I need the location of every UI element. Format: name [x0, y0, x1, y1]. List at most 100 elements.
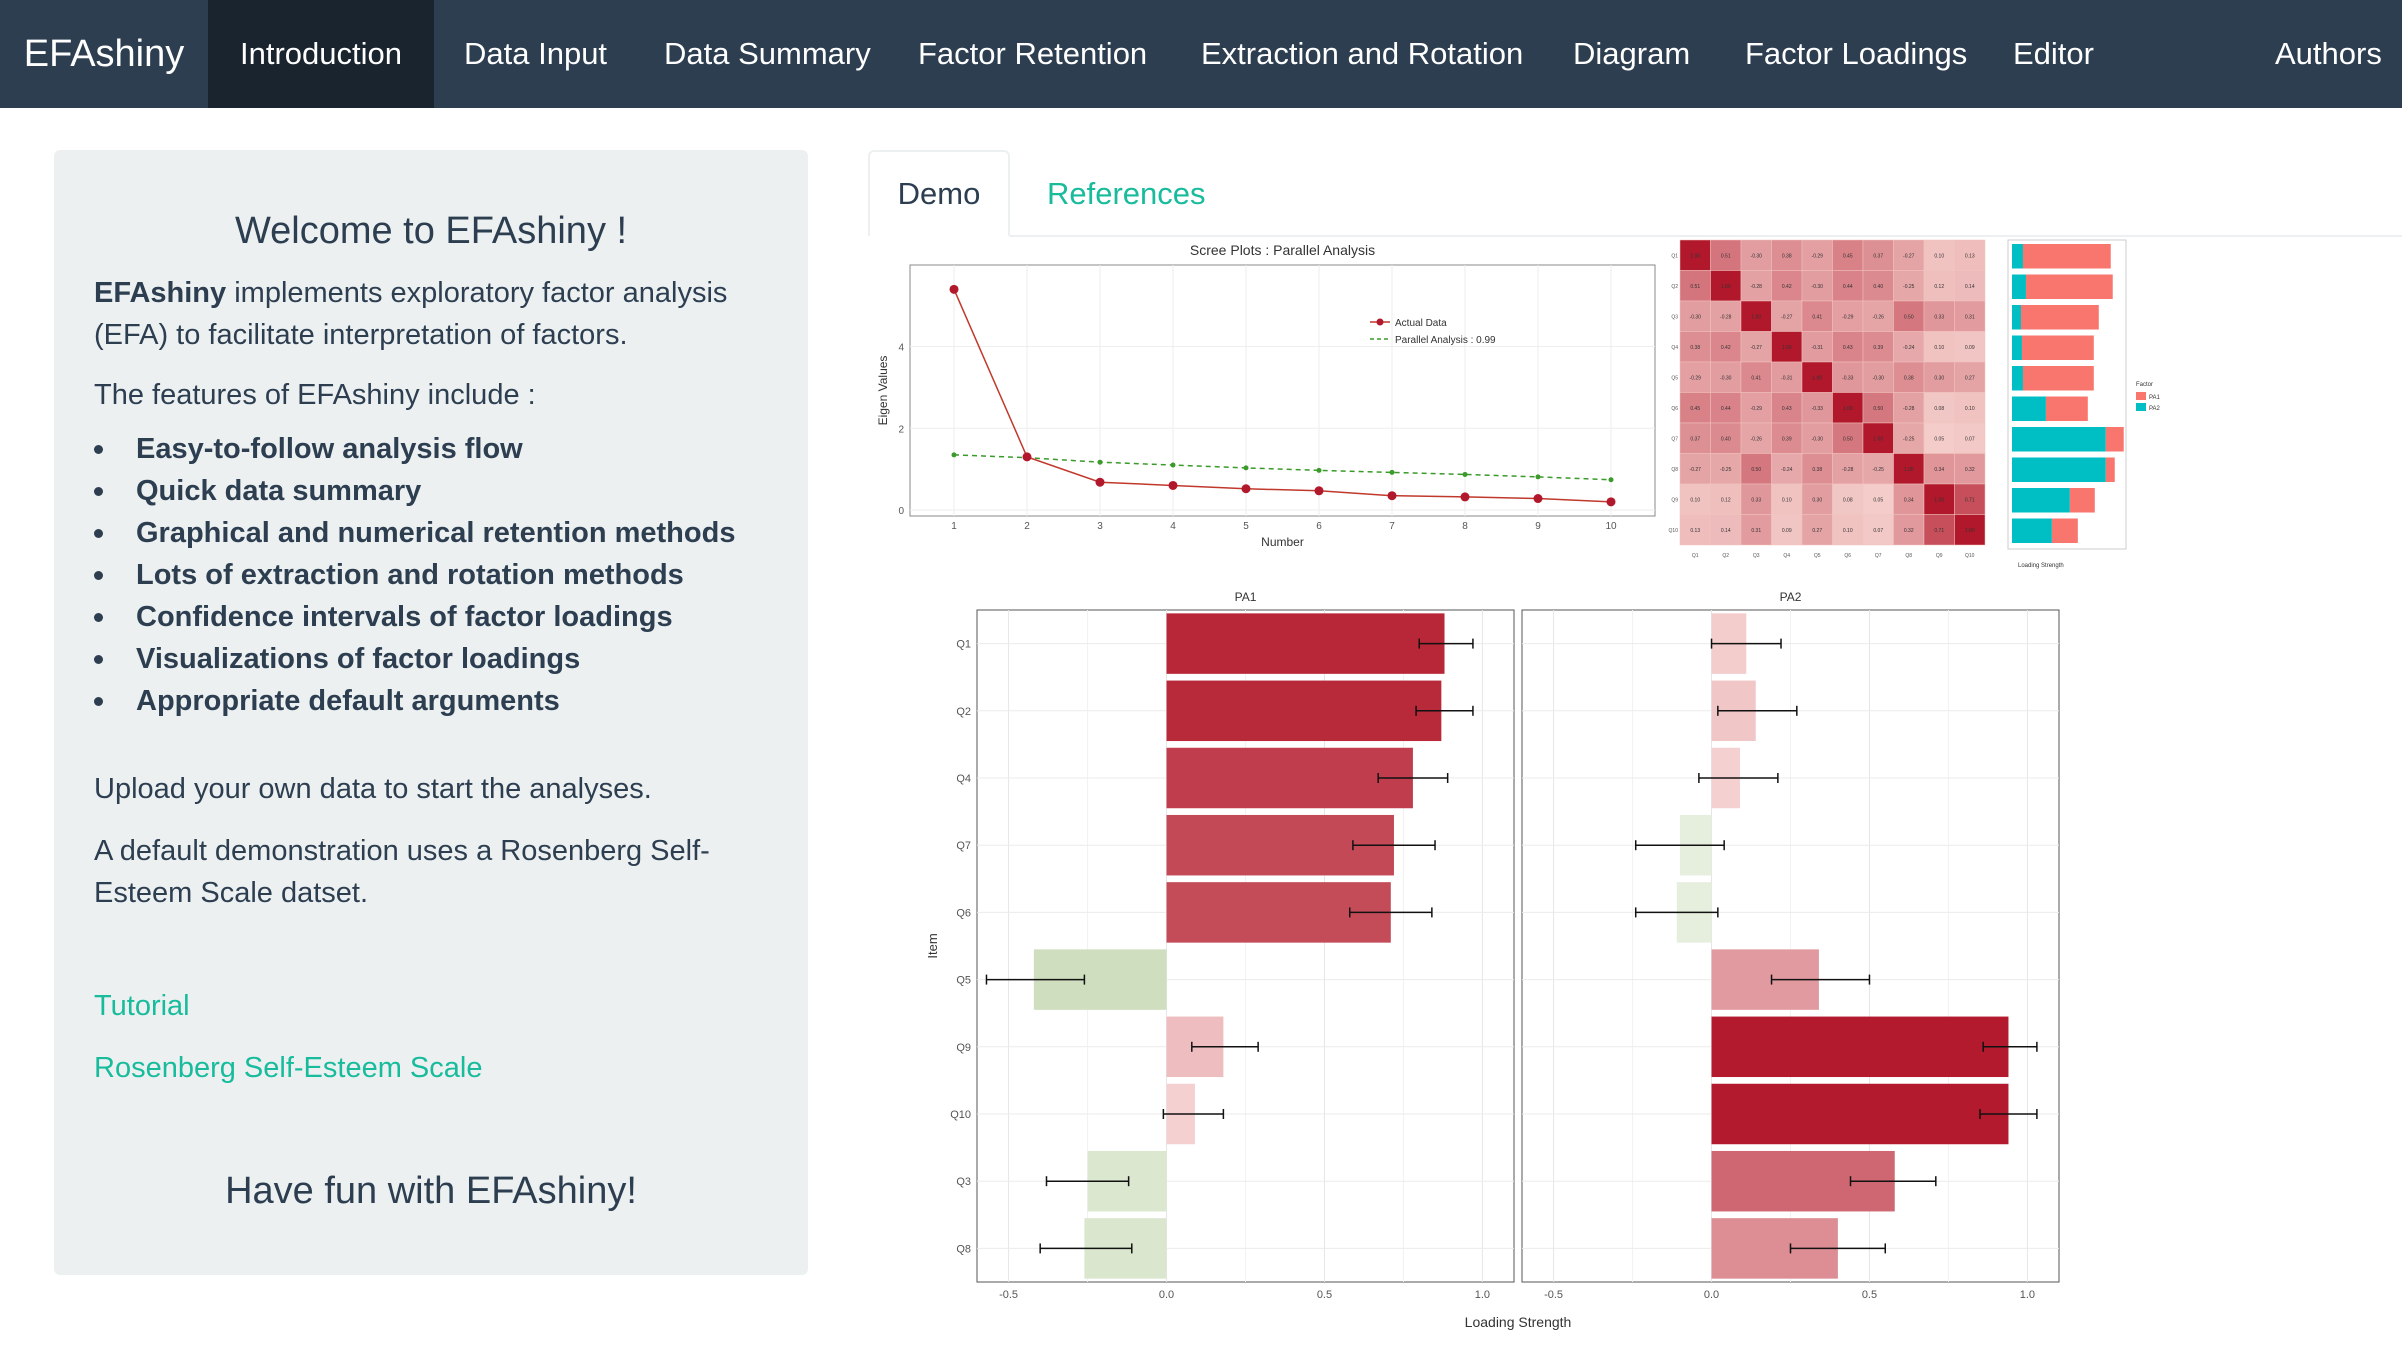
nav-factor-loadings[interactable]: Factor Loadings [1745, 36, 1968, 71]
list-item: Graphical and numerical retention method… [94, 512, 784, 554]
heatmap-value: -0.26 [1873, 314, 1885, 320]
x-tick-label: 6 [1316, 521, 1322, 532]
x-tick-label: 0.0 [1159, 1289, 1174, 1301]
y-tick-label: Q9 [956, 1042, 971, 1054]
heatmap-value: 0.09 [1965, 345, 1975, 351]
heatmap-cell [1893, 239, 1925, 271]
point-parallel [1389, 469, 1395, 475]
heatmap-cell [1771, 361, 1803, 393]
heatmap-col-label: Q5 [1814, 553, 1821, 559]
nav-introduction[interactable]: Introduction [208, 0, 434, 108]
heatmap-cell [1954, 514, 1986, 546]
heatmap-cell [1923, 270, 1955, 302]
heatmap-cell [1801, 392, 1833, 424]
heatmap-value: 0.37 [1873, 253, 1883, 259]
heatmap-cell [1679, 483, 1711, 515]
stack-x-label: Loading Strength [2018, 563, 2064, 569]
nav-extraction-rotation[interactable]: Extraction and Rotation [1201, 36, 1524, 71]
heatmap-cell [1801, 270, 1833, 302]
heatmap-value: 0.40 [1873, 284, 1883, 290]
y-tick-label: Q2 [956, 706, 971, 718]
facet-title: PA2 [1780, 590, 1802, 604]
point-actual [1022, 452, 1032, 462]
bullet-icon [94, 571, 103, 580]
tutorial-link[interactable]: Tutorial [94, 990, 190, 1022]
tab-references[interactable]: References [1047, 175, 1206, 211]
heatmap-value: -0.30 [1873, 375, 1885, 381]
intro-text: implements exploratory factor analysis (… [94, 277, 728, 351]
heatmap-value: 0.39 [1873, 345, 1883, 351]
heatmap-value: -0.33 [1842, 375, 1854, 381]
heatmap-cell [1740, 331, 1772, 363]
heatmap-cell [1893, 483, 1925, 515]
bullet-icon [94, 487, 103, 496]
heatmap-row-label: Q10 [1669, 528, 1679, 534]
stack-bar-pa2 [2012, 305, 2021, 330]
heatmap-value: 0.05 [1934, 436, 1944, 442]
nav-authors[interactable]: Authors [2275, 36, 2382, 71]
closing-text: Have fun with EFAshiny! [225, 1170, 637, 1212]
heatmap-value: 1.00 [1721, 284, 1731, 290]
heatmap-value: -0.26 [1751, 436, 1763, 442]
heatmap-cell [1710, 270, 1742, 302]
x-tick-label: 0.5 [1862, 1289, 1877, 1301]
loading-bar [1166, 680, 1442, 742]
heatmap-cell [1801, 453, 1833, 485]
stack-bar-pa1 [2045, 396, 2088, 421]
nav-data-input[interactable]: Data Input [464, 36, 608, 71]
heatmap-value: 0.71 [1965, 497, 1975, 503]
point-actual [1168, 480, 1178, 490]
bullet-icon [94, 613, 103, 622]
heatmap-value: -0.29 [1751, 406, 1763, 412]
heatmap-cell [1832, 483, 1864, 515]
heatmap-cell [1740, 361, 1772, 393]
bullet-icon [94, 529, 103, 538]
rses-link[interactable]: Rosenberg Self-Esteem Scale [94, 1052, 483, 1084]
legend-swatch-pa2 [2136, 403, 2146, 411]
tab-demo[interactable]: Demo [868, 150, 1010, 237]
heatmap-cell [1801, 361, 1833, 393]
heatmap-value: 0.30 [1934, 375, 1944, 381]
x-tick-label: 9 [1535, 521, 1541, 532]
nav-factor-retention[interactable]: Factor Retention [918, 36, 1148, 71]
heatmap-cell [1801, 483, 1833, 515]
heatmap-cell [1801, 300, 1833, 332]
heatmap-cell [1740, 453, 1772, 485]
heatmap-value: 0.41 [1812, 314, 1822, 320]
bullet-icon [94, 697, 103, 706]
bullet-icon [94, 655, 103, 664]
nav-editor[interactable]: Editor [2013, 36, 2094, 71]
heatmap-value: 0.10 [1782, 497, 1792, 503]
heatmap-value: 0.45 [1843, 253, 1853, 259]
heatmap-cell [1923, 239, 1955, 271]
list-item: Quick data summary [94, 470, 784, 512]
brand-logo[interactable]: EFAshiny [23, 32, 185, 75]
heatmap-cell [1862, 392, 1894, 424]
heatmap-value: 0.71 [1934, 528, 1944, 534]
stack-bar-pa1 [2022, 366, 2094, 391]
heatmap-value: 0.07 [1965, 436, 1975, 442]
heatmap-value: -0.28 [1842, 467, 1854, 473]
heatmap-cell [1832, 514, 1864, 546]
heatmap-value: 0.38 [1904, 375, 1914, 381]
heatmap-value: -0.27 [1781, 314, 1793, 320]
heatmap-value: 0.33 [1751, 497, 1761, 503]
nav-diagram[interactable]: Diagram [1573, 36, 1691, 71]
heatmap-col-label: Q9 [1936, 553, 1943, 559]
heatmap-value: 0.51 [1721, 253, 1731, 259]
heatmap-value: 0.37 [1690, 436, 1700, 442]
y-axis-label: Item [925, 933, 940, 958]
heatmap-value: 0.08 [1843, 497, 1853, 503]
y-tick-label: 0 [898, 506, 904, 517]
nav-data-summary[interactable]: Data Summary [664, 36, 871, 71]
chart-title: Scree Plots : Parallel Analysis [1190, 242, 1375, 258]
heatmap-value: 0.38 [1782, 253, 1792, 259]
y-tick-label: Q6 [956, 907, 971, 919]
heatmap-cell [1954, 331, 1986, 363]
factor-loadings-ci-plot: PA1 -0.5 0.0 0.5 1.0 Q1 Q2 Q4 Q7 Q6 Q5 Q9 Q10 Q3 Q8 PA2… [925, 590, 2060, 1330]
heatmap-value: 0.27 [1812, 528, 1822, 534]
heatmap-value: 0.13 [1965, 253, 1975, 259]
list-item: Visualizations of factor loadings [94, 638, 784, 680]
x-tick-label: 2 [1024, 521, 1030, 532]
heatmap-value: 0.10 [1965, 406, 1975, 412]
